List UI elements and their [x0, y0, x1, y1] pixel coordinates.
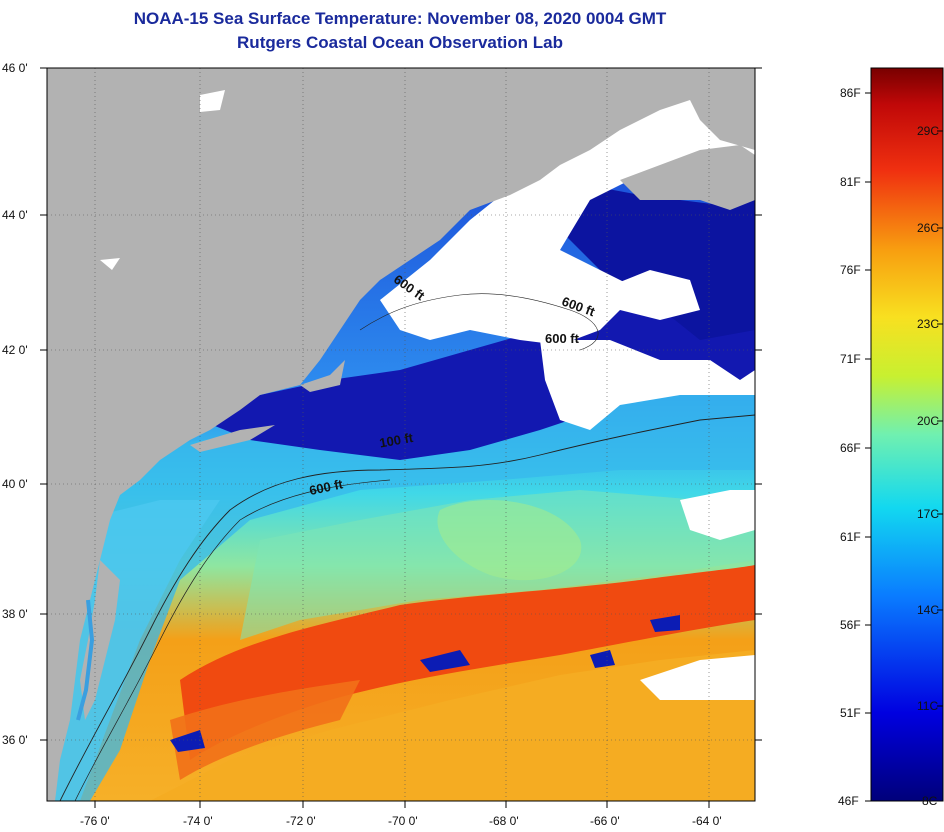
colorbar-f-label: 51F — [840, 706, 861, 720]
cape-cod-land — [300, 360, 345, 392]
map-frame — [46, 67, 756, 802]
lat-label: 44 0' — [2, 208, 28, 222]
lat-label: 36 0' — [2, 733, 28, 747]
colorbar-c-label: 20C — [917, 414, 939, 428]
colorbar-f-label: 61F — [840, 530, 861, 544]
lon-label: -72 0' — [286, 814, 316, 828]
long-island-land — [190, 425, 275, 452]
lon-label: -74 0' — [183, 814, 213, 828]
cold-patch-east — [560, 180, 755, 340]
shelf-water — [47, 390, 755, 801]
lat-label: 40 0' — [2, 477, 28, 491]
colorbar-f-label: 71F — [840, 352, 861, 366]
lon-label: -70 0' — [388, 814, 418, 828]
cold-filament-2 — [590, 650, 615, 668]
nova-scotia-land — [620, 145, 755, 210]
north-america-land — [47, 68, 755, 801]
cold-filament-1 — [420, 650, 470, 672]
colorbar-f-label: 46F — [838, 794, 859, 808]
lon-label: -68 0' — [489, 814, 519, 828]
cloud-offshore-3 — [600, 270, 700, 320]
colorbar-f-label: 66F — [840, 441, 861, 455]
delmarva-land — [80, 560, 120, 720]
cold-filament-3 — [650, 615, 680, 632]
isobath-100ft — [74, 479, 391, 801]
lat-label: 46 0' — [2, 61, 28, 75]
chart-subtitle: Rutgers Coastal Ocean Observation Lab — [237, 33, 563, 52]
colorbar-f-label: 86F — [840, 86, 861, 100]
cloud-georges-bank — [540, 340, 755, 430]
colorbar-c-label: 11C — [917, 699, 938, 713]
lon-label: -64 0' — [692, 814, 722, 828]
lat-label: 42 0' — [2, 343, 28, 357]
colorbar — [870, 67, 944, 802]
cloud-gulf-of-maine — [380, 95, 755, 345]
isobath-label: 600 ft — [545, 331, 580, 346]
lon-label: -66 0' — [590, 814, 620, 828]
colorbar-c-label: 14C — [917, 603, 939, 617]
sargasso-water — [150, 650, 755, 801]
isobath-600ft — [59, 414, 755, 801]
cloud-offshore-1 — [680, 490, 755, 540]
gulf-stream-edge — [170, 680, 360, 780]
colorbar-c-label: 26C — [917, 221, 939, 235]
lon-label: -76 0' — [80, 814, 110, 828]
chesapeake-bay — [76, 599, 95, 721]
colorbar-f-label: 56F — [840, 618, 861, 632]
isobath-label: 600 ft — [308, 476, 345, 498]
lat-label: 38 0' — [2, 607, 28, 621]
isobath-gulf-of-maine — [359, 293, 599, 351]
colorbar-c-label: 8C — [922, 794, 938, 808]
land-cloud-2 — [100, 258, 120, 270]
isobath-label: 100 ft — [378, 430, 415, 451]
chart-title: NOAA-15 Sea Surface Temperature: Novembe… — [133, 9, 667, 28]
land-cloud-1 — [200, 90, 225, 112]
colorbar-c-label: 17C — [917, 507, 939, 521]
tick-marks — [40, 67, 762, 808]
colorbar-f-label: 81F — [840, 175, 861, 189]
warm-core-eddy — [437, 500, 582, 581]
colorbar-c-label: 23C — [917, 317, 939, 331]
colorbar-f-label: 76F — [840, 263, 861, 277]
colorbar-c-label: 29C — [917, 124, 939, 138]
colorbar-ticks — [865, 92, 943, 802]
cloud-offshore-2 — [640, 655, 755, 700]
cold-filament-4 — [170, 730, 205, 752]
